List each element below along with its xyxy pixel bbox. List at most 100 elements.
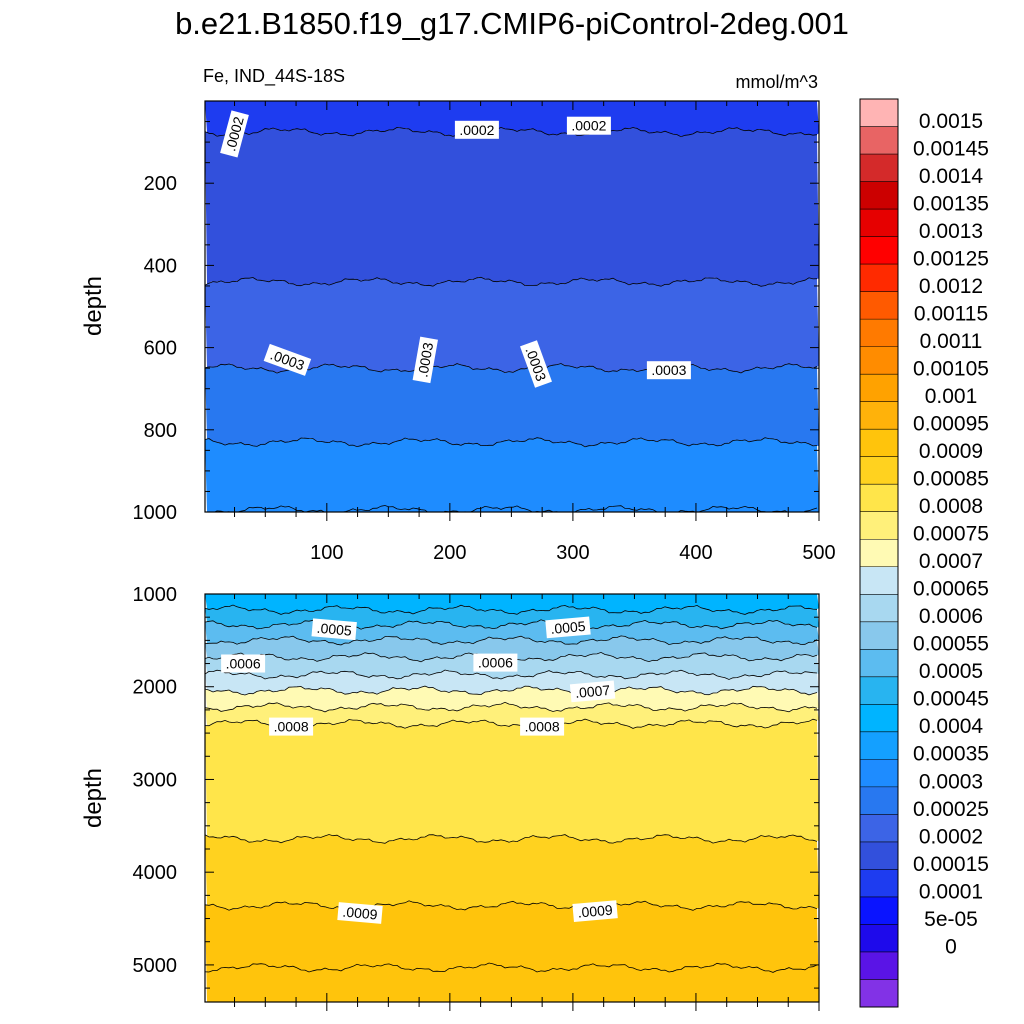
colorbar-swatch — [860, 979, 898, 1008]
contour-label-text: .0002 — [571, 118, 606, 134]
y-tick-label: 4000 — [133, 862, 178, 884]
y-tick-label: 5000 — [133, 955, 178, 977]
colorbar-swatch — [860, 511, 898, 540]
contour-label-box — [646, 361, 691, 380]
contour-label-box — [566, 116, 611, 135]
colorbar-label: 0.0004 — [919, 715, 984, 738]
x-tick-label: 200 — [433, 542, 466, 564]
y-tick-label: 1000 — [133, 584, 178, 606]
colorbar-swatch — [860, 951, 898, 980]
lower-ylabel: depth — [80, 768, 107, 828]
colorbar-label: 0.0003 — [919, 770, 983, 793]
lower-contour-line — [205, 635, 818, 646]
colorbar-label: 0.0012 — [919, 275, 983, 298]
upper-contour-label: .0003 — [520, 340, 552, 388]
colorbar-swatch — [860, 649, 898, 678]
colorbar-swatch — [860, 236, 898, 265]
lower-contour-label: .0008 — [520, 717, 565, 736]
y-tick-label: 800 — [144, 420, 177, 442]
units-label: mmol/m^3 — [736, 72, 818, 92]
colorbar-label: 0.00085 — [913, 468, 989, 491]
colorbar-swatch — [860, 786, 898, 815]
x-tick-label: 400 — [679, 542, 712, 564]
contour-label-box — [220, 110, 249, 158]
colorbar-label: 0.001 — [925, 385, 978, 408]
lower-contour-line — [205, 900, 818, 911]
upper-fill-band — [205, 101, 819, 137]
contour-label-text: .0006 — [226, 656, 261, 672]
y-tick-label: 600 — [144, 338, 177, 360]
contour-label-text: .0009 — [577, 902, 614, 921]
contour-label-box — [473, 653, 518, 672]
contour-label-text: .0008 — [525, 719, 560, 735]
contour-label-box — [520, 717, 565, 736]
lower-contour-line — [205, 619, 818, 630]
colorbar-swatch — [860, 374, 898, 403]
colorbar-swatch — [860, 594, 898, 623]
colorbar-label: 0.00075 — [913, 523, 989, 546]
lower-fill-band — [205, 900, 819, 1002]
upper-contour-label: .0002 — [454, 120, 499, 139]
upper-contour-label: .0003 — [646, 361, 691, 380]
lower-contour-label: .0006 — [473, 653, 518, 672]
variable-label: Fe, IND_44S-18S — [203, 66, 345, 87]
colorbar-swatch — [860, 924, 898, 953]
colorbar-swatch — [860, 456, 898, 485]
lower-panel: .0005 .0005 .0006 .0006 .0007 .0008 .0008 .0009… — [133, 584, 820, 1011]
colorbar-swatch — [860, 566, 898, 595]
colorbar-label: 0 — [945, 935, 957, 958]
contour-label-box — [311, 618, 357, 641]
lower-fill-band — [205, 719, 819, 844]
colorbar-swatch — [860, 264, 898, 293]
colorbar-label: 0.00045 — [913, 688, 989, 711]
lower-contour-label: .0007 — [569, 680, 616, 703]
x-tick-label: 300 — [556, 542, 589, 564]
y-tick-label: 2000 — [133, 677, 178, 699]
colorbar-swatch — [860, 759, 898, 788]
lower-contour-line — [205, 669, 818, 680]
contour-label-text: .0003 — [414, 341, 436, 378]
colorbar-label: 0.00025 — [913, 798, 989, 821]
contour-label-text: .0006 — [478, 655, 513, 671]
upper-fill-band — [205, 277, 819, 373]
upper-contour-line — [205, 437, 818, 448]
colorbar-label: 5e-05 — [924, 908, 978, 931]
colorbar-swatch — [860, 319, 898, 348]
lower-contour-label: .0008 — [269, 717, 314, 736]
upper-contour-line — [205, 276, 818, 287]
lower-contour-line — [205, 962, 818, 973]
colorbar-swatch — [860, 896, 898, 925]
lower-fill-band — [205, 605, 819, 630]
colorbar-label: 0.00125 — [913, 248, 989, 271]
colorbar-swatch — [860, 181, 898, 210]
contour-label-text: .0005 — [550, 618, 587, 637]
colorbar-swatch — [860, 154, 898, 183]
upper-fill-band — [205, 127, 819, 287]
contour-label-box — [572, 900, 618, 922]
colorbar-label: 0.0002 — [919, 825, 983, 848]
colorbar-label: 0.0007 — [919, 550, 983, 573]
colorbar-swatch — [860, 429, 898, 458]
y-tick-label: 3000 — [133, 769, 178, 791]
colorbar-label: 0.00055 — [913, 633, 989, 656]
contour-label-box — [221, 654, 266, 673]
contour-label-box — [520, 340, 552, 388]
upper-contour-line — [205, 126, 818, 138]
colorbar-swatch — [860, 731, 898, 760]
colorbar-label: 0.00145 — [913, 137, 989, 160]
x-tick-label: 500 — [802, 542, 835, 564]
chart-title: b.e21.B1850.f19_g17.CMIP6-piControl-2deg… — [175, 6, 849, 41]
lower-fill-band — [205, 619, 819, 646]
upper-contour-label: .0003 — [412, 336, 438, 384]
colorbar-label: 0.00105 — [913, 358, 989, 381]
colorbar: 0.0015 0.00145 0.0014 0.00135 0.0013 0.00125 0… — [859, 98, 989, 1008]
colorbar-swatch — [860, 99, 898, 128]
colorbar-swatch — [860, 841, 898, 870]
upper-fill-band — [205, 363, 819, 447]
colorbar-label: 0.0001 — [919, 880, 983, 903]
contour-label-box — [337, 902, 383, 924]
colorbar-swatch — [860, 291, 898, 320]
colorbar-label: 0.0011 — [920, 330, 983, 353]
colorbar-label: 0.0013 — [919, 220, 983, 243]
